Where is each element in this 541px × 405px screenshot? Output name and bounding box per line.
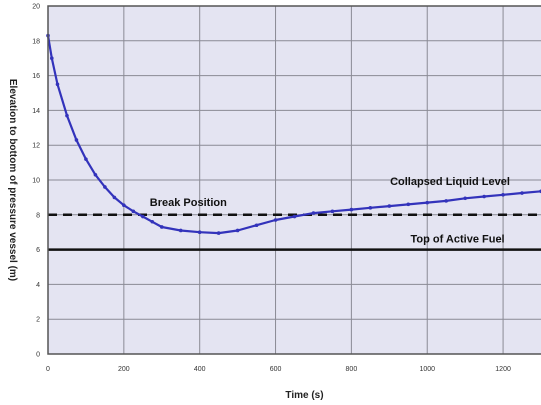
x-tick-label: 400	[194, 366, 206, 373]
data-point	[406, 202, 411, 207]
x-tick-label: 1000	[419, 366, 435, 373]
y-tick-label: 6	[36, 247, 40, 254]
data-point	[93, 172, 98, 177]
data-point	[330, 209, 335, 214]
data-point	[235, 228, 240, 233]
x-axis-ticks: 0 200 400 600 800 1000 1200	[46, 366, 511, 373]
annotation-break-position: Break Position	[150, 197, 227, 209]
data-point	[387, 204, 392, 208]
data-point	[425, 200, 430, 205]
y-tick-label: 12	[32, 143, 40, 150]
data-point	[501, 192, 505, 197]
data-point	[65, 113, 69, 118]
series-group	[46, 33, 541, 235]
annotation-top-of-active-fuel: Top of Active Fuel	[411, 234, 505, 246]
data-point	[103, 185, 107, 189]
data-point	[463, 196, 467, 201]
y-tick-label: 8	[36, 212, 40, 219]
series-line-collapsed-liquid-level	[46, 35, 541, 235]
annotations: Collapsed Liquid Level Break Position Top …	[150, 176, 510, 245]
data-point	[197, 230, 202, 234]
y-tick-label: 20	[32, 4, 40, 11]
y-tick-label: 10	[32, 178, 40, 185]
x-tick-label: 600	[270, 366, 282, 373]
data-point	[112, 195, 117, 200]
data-point	[55, 82, 60, 87]
y-axis-ticks: 0 2 4 6 8 10 12 14 16 18 20	[32, 4, 40, 359]
y-tick-label: 2	[36, 317, 40, 324]
data-point	[349, 207, 354, 212]
data-point	[292, 214, 297, 219]
x-tick-label: 800	[346, 366, 358, 373]
x-tick-label: 1200	[495, 366, 511, 373]
data-point	[444, 199, 448, 203]
data-point	[49, 56, 54, 60]
data-point	[273, 218, 278, 222]
y-tick-label: 16	[32, 73, 40, 80]
data-point	[254, 223, 259, 228]
data-point	[178, 228, 183, 233]
data-point	[84, 157, 88, 161]
data-point	[159, 225, 164, 229]
y-tick-label: 0	[36, 352, 40, 359]
data-point	[131, 209, 136, 214]
x-tick-label: 0	[46, 366, 50, 373]
plot-frame	[47, 5, 541, 355]
y-axis-label: Elevation to bottom of pressure vessel (…	[7, 79, 18, 281]
annotation-collapsed-liquid-level: Collapsed Liquid Level	[390, 176, 510, 188]
data-point	[122, 203, 126, 208]
y-tick-label: 18	[32, 38, 40, 45]
data-point	[216, 231, 221, 235]
y-tick-label: 4	[36, 282, 40, 289]
data-point	[74, 138, 79, 142]
x-tick-label: 200	[118, 366, 130, 373]
data-point	[150, 219, 155, 224]
x-axis-label: Time (s)	[285, 390, 323, 401]
data-point	[311, 211, 316, 215]
data-point	[482, 194, 486, 199]
data-point	[368, 206, 373, 210]
data-point	[141, 214, 145, 219]
data-point	[520, 191, 524, 195]
y-tick-label: 14	[32, 108, 40, 115]
